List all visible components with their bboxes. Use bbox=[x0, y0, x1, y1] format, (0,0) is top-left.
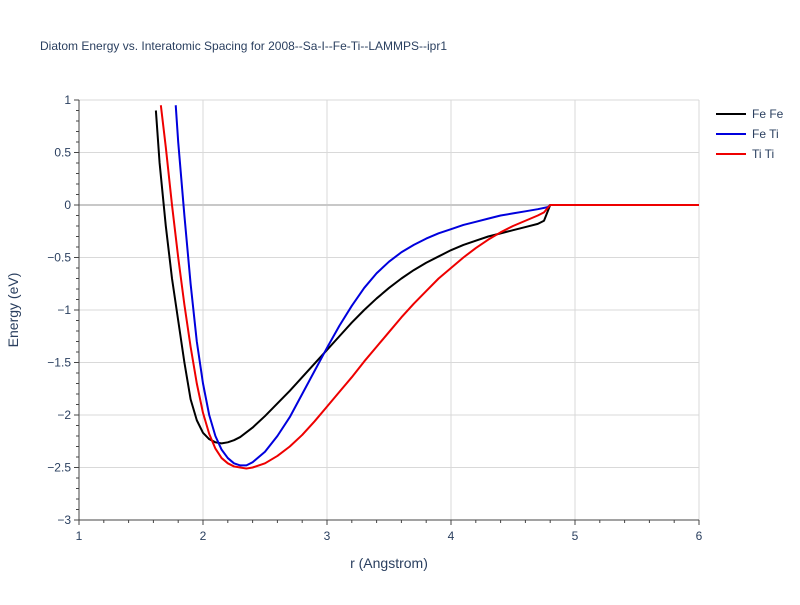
y-tick-label: 1 bbox=[64, 93, 71, 107]
y-tick-label: 0 bbox=[64, 198, 71, 212]
x-axis-label: r (Angstrom) bbox=[350, 555, 428, 571]
y-axis-label: Energy (eV) bbox=[5, 273, 21, 348]
series-line-fe-ti bbox=[174, 105, 699, 467]
legend: Fe Fe Fe Ti Ti Ti bbox=[716, 107, 784, 161]
y-tick-label: −0.5 bbox=[47, 251, 71, 265]
y-tick-label: −2.5 bbox=[47, 461, 71, 475]
plot-layer bbox=[154, 105, 699, 470]
legend-label: Fe Fe bbox=[752, 107, 784, 121]
series-line-fe-fe bbox=[154, 110, 699, 445]
x-tick-label: 1 bbox=[76, 529, 83, 543]
grid-layer bbox=[79, 99, 700, 520]
y-tick-label: −1.5 bbox=[47, 356, 71, 370]
legend-label: Ti Ti bbox=[752, 147, 774, 161]
legend-item-ti-ti: Ti Ti bbox=[716, 147, 774, 161]
y-tick-label: 0.5 bbox=[54, 146, 71, 160]
y-tick-label: −1 bbox=[57, 303, 71, 317]
legend-item-fe-fe: Fe Fe bbox=[716, 107, 784, 121]
y-tick-label: −2 bbox=[57, 408, 71, 422]
x-tick-label: 3 bbox=[324, 529, 331, 543]
x-tick-label: 2 bbox=[200, 529, 207, 543]
x-tick-label: 5 bbox=[572, 529, 579, 543]
legend-label: Fe Ti bbox=[752, 127, 779, 141]
legend-item-fe-ti: Fe Ti bbox=[716, 127, 779, 141]
x-tick-label: 4 bbox=[448, 529, 455, 543]
y-tick-label: −3 bbox=[57, 513, 71, 527]
axis-layer: 1 2 3 4 5 6 −3 −2.5 −2 −1.5 −1 −0.5 0 0.5 1 bbox=[47, 93, 702, 543]
series-line-ti-ti bbox=[159, 105, 699, 470]
chart-title: Diatom Energy vs. Interatomic Spacing fo… bbox=[40, 39, 447, 53]
x-tick-label: 6 bbox=[696, 529, 703, 543]
